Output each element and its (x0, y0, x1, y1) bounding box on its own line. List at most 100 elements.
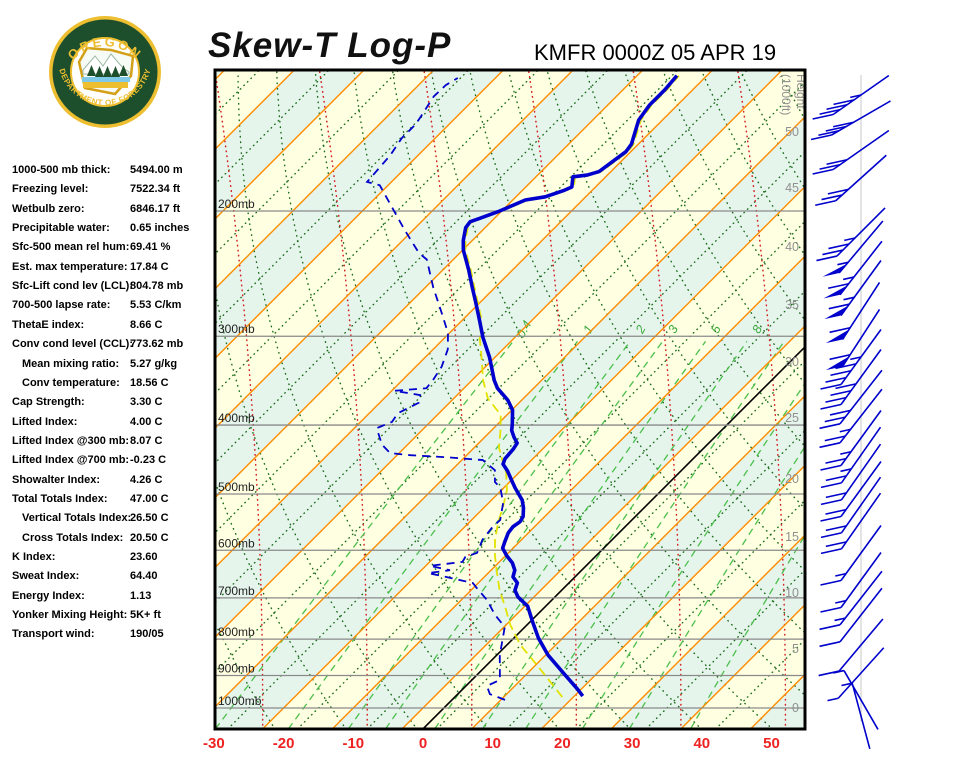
wind-barb (820, 525, 882, 586)
index-value: 20.50 C (130, 531, 169, 544)
dewpoint-curve (365, 77, 506, 701)
height-tick-label: 25 (785, 411, 799, 425)
temp-tick-label: -30 (203, 735, 225, 752)
wind-barb (820, 552, 882, 613)
logo-tree-icon (119, 65, 128, 76)
index-label: Mean mixing ratio: (22, 357, 120, 370)
pressure-label: 800mb (218, 625, 255, 639)
index-label: Yonker Mixing Height: (12, 609, 128, 622)
temp-tick-label: -10 (342, 735, 364, 752)
isotherm-band (215, 116, 805, 729)
minor-isotherm-line (645, 568, 805, 729)
minor-isotherm-line (215, 70, 679, 534)
wind-barb (820, 492, 882, 555)
height-tick-label: 15 (785, 530, 799, 544)
logo-tree-icon (95, 66, 104, 77)
wind-barb (824, 260, 882, 320)
isotherm-band (215, 70, 805, 707)
index-value: 5.27 g/kg (130, 357, 178, 370)
index-label: Cap Strength: (12, 396, 85, 409)
logo-tree-icon (87, 65, 96, 76)
temp-tick-label: 50 (763, 735, 780, 752)
moist-adiabat-line (736, 70, 787, 729)
minor-isotherm-line (575, 499, 805, 729)
isotherm-band (215, 70, 225, 80)
index-label: Conv cond level (CCL): (12, 338, 134, 351)
mixing-ratio-line (385, 340, 664, 729)
chart-border (213, 68, 807, 731)
wind-barb (819, 587, 883, 648)
minor-isotherm-line (436, 359, 805, 729)
moist-adiabat-line (215, 70, 264, 729)
index-value: 190/05 (130, 628, 164, 641)
height-tick-label: 5 (792, 642, 799, 656)
mixing-ratio-line (215, 340, 514, 729)
wind-barb (820, 329, 882, 390)
wind-barb (825, 309, 881, 371)
wind-barb (816, 207, 886, 262)
wind-barb (812, 74, 890, 120)
temp-tick-label: 0 (419, 735, 427, 752)
temp-tick-label: -20 (273, 735, 295, 752)
station-datetime: KMFR 0000Z 05 APR 19 (534, 40, 777, 65)
index-label: 700-500 lapse rate: (12, 299, 111, 312)
moist-adiabat-line (110, 70, 158, 730)
isotherm-line (215, 70, 644, 499)
pressure-label: 900mb (218, 661, 255, 675)
wind-barb (820, 461, 882, 522)
dry-adiabat-line (215, 286, 418, 729)
logo-tree-icon (111, 66, 120, 77)
isotherm-line (215, 115, 805, 708)
index-value: 18.56 C (130, 376, 169, 389)
index-value: 5494.00 m (130, 164, 183, 176)
wind-barb (825, 282, 881, 344)
mixing-ratio-line (347, 340, 631, 729)
mixing-ratio-line (628, 445, 805, 729)
index-value: 47.00 C (130, 492, 169, 505)
minor-isotherm-line (215, 70, 609, 464)
index-value: 23.60 (130, 551, 158, 563)
moist-adiabat-line (318, 70, 368, 729)
index-value: 8.66 C (130, 318, 163, 331)
minor-isotherm-line (227, 150, 805, 729)
index-label: Showalter Index: (12, 473, 101, 486)
index-value: 8.07 C (130, 434, 163, 447)
wind-barb (812, 129, 890, 175)
pressure-label: 500mb (218, 480, 255, 494)
moist-adiabat-line (423, 70, 473, 729)
isotherm-band (0, 70, 16, 729)
index-label: ThetaE index: (12, 318, 85, 331)
wind-barb (822, 220, 884, 277)
index-value: -0.23 C (130, 454, 167, 467)
index-label: Total Totals Index: (12, 492, 108, 505)
wind-barb (819, 570, 883, 631)
wind-barb (810, 100, 891, 141)
chart-plot-area: 0.4 1 2 3 5 8200mb300mb400mb500mb600mb700mb80… (0, 50, 960, 730)
index-value: 69.41 % (130, 241, 171, 254)
index-value: 17.84 C (130, 260, 169, 273)
pressure-label: 400mb (218, 411, 255, 425)
pressure-label: 300mb (218, 322, 255, 336)
dry-adiabat-line (584, 70, 805, 448)
height-tick-label: 35 (785, 298, 799, 312)
index-label: Energy Index: (12, 589, 85, 602)
height-tick-label: 0 (792, 701, 799, 715)
mixing-ratio-line (524, 340, 785, 729)
index-value: 26.50 C (130, 512, 169, 525)
wind-barb (815, 154, 887, 207)
index-value: 1.13 (130, 589, 152, 602)
pressure-label: 1000mb (218, 694, 262, 708)
minor-isotherm-line (366, 290, 805, 729)
height-axis-title-units: (1000ft) (779, 74, 793, 115)
isotherm-band (0, 70, 85, 729)
isotherm-line (215, 70, 783, 639)
dry-adiabat-line (807, 50, 960, 730)
height-tick-label: 20 (785, 472, 799, 486)
wind-barb (819, 369, 883, 430)
pressure-label: 200mb (218, 197, 255, 211)
temp-tick-label: 10 (484, 735, 501, 752)
height-tick-label: 50 (785, 125, 799, 139)
wind-barb (820, 476, 882, 539)
index-value: 4.26 C (130, 473, 163, 486)
isotherm-line (471, 394, 805, 729)
